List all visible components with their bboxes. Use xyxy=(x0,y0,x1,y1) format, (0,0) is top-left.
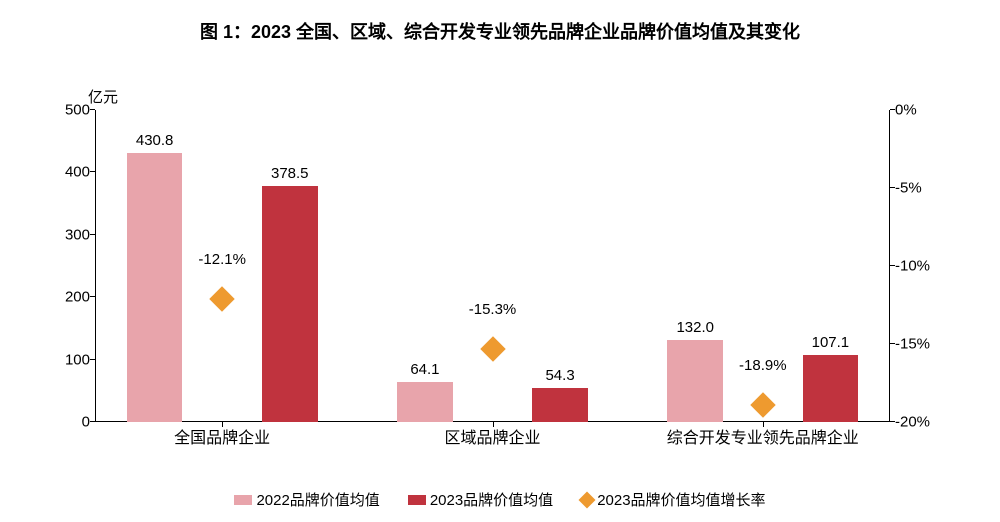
legend-label-2023: 2023品牌价值均值 xyxy=(430,489,553,510)
x-category-label: 区域品牌企业 xyxy=(444,424,540,448)
tick-mark xyxy=(890,343,895,344)
legend-label-2022: 2022品牌价值均值 xyxy=(256,489,379,510)
bar-2023 xyxy=(262,186,318,422)
bar-2023-value-label: 107.1 xyxy=(812,334,850,351)
bar-2022 xyxy=(397,382,453,422)
growth-marker xyxy=(209,286,234,311)
bar-2023-value-label: 54.3 xyxy=(545,367,574,384)
y-left-tick-label: 300 xyxy=(55,226,90,243)
chart-area: 亿元 01002003004005000%-5%-10%-15%-20%430.… xyxy=(60,80,940,452)
y-right-tick-label: -20% xyxy=(895,414,940,431)
bar-2022 xyxy=(667,340,723,422)
bar-2023 xyxy=(532,388,588,422)
y-axis-left-line xyxy=(95,110,96,422)
growth-marker xyxy=(750,392,775,417)
growth-value-label: -12.1% xyxy=(198,251,246,268)
chart-title: 图 1：2023 全国、区域、综合开发专业领先品牌企业品牌价值均值及其变化 xyxy=(0,18,1000,44)
y-left-tick-label: 200 xyxy=(55,289,90,306)
tick-mark xyxy=(90,421,95,422)
y-right-tick-label: 0% xyxy=(895,102,940,119)
x-category-label: 综合开发专业领先品牌企业 xyxy=(667,424,859,448)
bar-2022-value-label: 132.0 xyxy=(676,319,714,336)
growth-value-label: -15.3% xyxy=(469,301,517,318)
bar-2022 xyxy=(127,153,183,422)
legend-label-growth: 2023品牌价值均值增长率 xyxy=(597,489,765,510)
legend-swatch-2023 xyxy=(408,495,426,505)
tick-mark xyxy=(90,171,95,172)
growth-marker xyxy=(480,336,505,361)
tick-mark xyxy=(890,265,895,266)
tick-mark xyxy=(890,187,895,188)
tick-mark xyxy=(90,109,95,110)
y-left-tick-label: 0 xyxy=(55,414,90,431)
tick-mark xyxy=(890,421,895,422)
y-left-tick-label: 500 xyxy=(55,102,90,119)
bar-2023-value-label: 378.5 xyxy=(271,165,309,182)
legend-item-2022: 2022品牌价值均值 xyxy=(234,489,379,510)
tick-mark xyxy=(90,359,95,360)
legend-diamond-icon xyxy=(579,491,596,508)
y-right-tick-label: -15% xyxy=(895,336,940,353)
tick-mark xyxy=(890,109,895,110)
legend-item-2023: 2023品牌价值均值 xyxy=(408,489,553,510)
y-axis-right-line xyxy=(889,110,890,422)
plot-area: 01002003004005000%-5%-10%-15%-20%430.837… xyxy=(95,110,890,422)
bar-2022-value-label: 430.8 xyxy=(136,132,174,149)
y-right-tick-label: -5% xyxy=(895,180,940,197)
chart-container: 图 1：2023 全国、区域、综合开发专业领先品牌企业品牌价值均值及其变化 亿元… xyxy=(0,0,1000,522)
y-left-tick-label: 400 xyxy=(55,164,90,181)
legend: 2022品牌价值均值 2023品牌价值均值 2023品牌价值均值增长率 xyxy=(0,489,1000,510)
y-left-axis-label: 亿元 xyxy=(88,86,118,107)
y-right-tick-label: -10% xyxy=(895,258,940,275)
tick-mark xyxy=(90,234,95,235)
tick-mark xyxy=(90,296,95,297)
growth-value-label: -18.9% xyxy=(739,357,787,374)
bar-2022-value-label: 64.1 xyxy=(410,361,439,378)
x-category-label: 全国品牌企业 xyxy=(174,424,270,448)
y-left-tick-label: 100 xyxy=(55,351,90,368)
bar-2023 xyxy=(803,355,859,422)
legend-swatch-2022 xyxy=(234,495,252,505)
legend-item-growth: 2023品牌价值均值增长率 xyxy=(581,489,765,510)
